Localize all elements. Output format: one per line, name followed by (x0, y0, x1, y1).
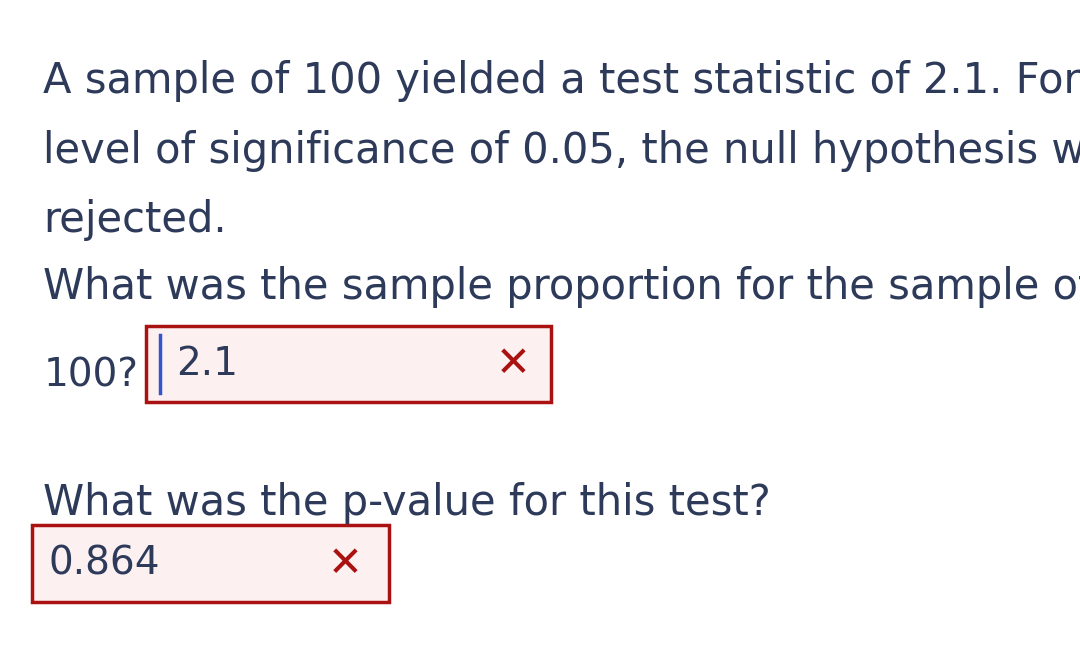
Text: ✕: ✕ (496, 343, 530, 385)
FancyBboxPatch shape (32, 525, 389, 602)
Text: level of significance of 0.05, the null hypothesis was: level of significance of 0.05, the null … (43, 130, 1080, 172)
Text: 2.1: 2.1 (176, 345, 238, 383)
Text: 100?: 100? (43, 356, 138, 395)
Text: What was the p-value for this test?: What was the p-value for this test? (43, 482, 771, 524)
Text: What was the sample proportion for the sample of: What was the sample proportion for the s… (43, 266, 1080, 308)
Text: rejected.: rejected. (43, 200, 227, 241)
Text: ✕: ✕ (328, 543, 363, 585)
Text: A sample of 100 yielded a test statistic of 2.1. For a: A sample of 100 yielded a test statistic… (43, 60, 1080, 102)
Text: 0.864: 0.864 (49, 545, 160, 583)
FancyBboxPatch shape (146, 326, 551, 402)
